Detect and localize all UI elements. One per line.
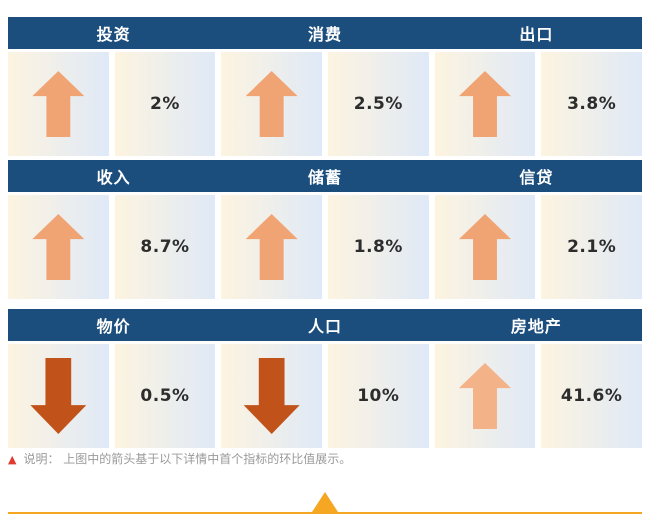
credit-value-cell: 2.1% bbox=[541, 195, 642, 299]
row-1-cells: 2% 2.5% 3.8% bbox=[8, 52, 642, 156]
realestate-value-cell: 41.6% bbox=[541, 344, 642, 448]
credit-arrow-cell bbox=[434, 195, 536, 299]
header-label-savings: 储蓄 bbox=[307, 168, 342, 187]
consumption-value: 2.5% bbox=[353, 94, 403, 114]
realestate-value: 41.6% bbox=[560, 386, 623, 406]
population-value-cell: 10% bbox=[327, 344, 429, 448]
investment-value: 2% bbox=[150, 94, 180, 114]
accent-divider-line bbox=[8, 512, 642, 514]
row-2-cells: 8.7% 1.8% 2.1% bbox=[8, 195, 642, 299]
row-3-header-bar: 物价 人口 房地产 bbox=[8, 309, 642, 341]
footnote: ▲ 说明： 上图中的箭头基于以下详情中首个指标的环比值展示。 bbox=[8, 452, 642, 467]
row-1-header-bar: 投资 消费 出口 bbox=[8, 17, 642, 49]
investment-arrow-cell bbox=[8, 52, 109, 156]
income-value-cell: 8.7% bbox=[114, 195, 216, 299]
realestate-arrow-cell bbox=[434, 344, 536, 448]
down-arrow-icon bbox=[30, 358, 87, 434]
price-value-cell: 0.5% bbox=[114, 344, 216, 448]
income-arrow-cell bbox=[8, 195, 109, 299]
up-arrow-icon bbox=[32, 71, 85, 137]
red-up-triangle-icon: ▲ bbox=[8, 453, 17, 466]
header-label-investment: 投资 bbox=[96, 25, 131, 44]
export-arrow-cell bbox=[434, 52, 536, 156]
header-label-income: 收入 bbox=[96, 168, 131, 187]
bottom-tab-indicator bbox=[0, 492, 650, 514]
header-label-consumption: 消费 bbox=[307, 25, 342, 44]
up-arrow-icon bbox=[245, 71, 298, 137]
up-arrow-icon bbox=[245, 214, 298, 280]
population-value: 10% bbox=[357, 386, 400, 406]
credit-value: 2.1% bbox=[567, 237, 617, 257]
income-value: 8.7% bbox=[140, 237, 190, 257]
population-arrow-cell bbox=[221, 344, 322, 448]
consumption-arrow-cell bbox=[221, 52, 322, 156]
indicator-board: 投资 消费 出口 2% 2.5% 3.8% 收入 储蓄 信贷 8.7% 1.8%… bbox=[8, 17, 642, 448]
indicator-row-1: 投资 消费 出口 2% 2.5% 3.8% bbox=[8, 17, 642, 156]
header-label-export: 出口 bbox=[519, 25, 554, 44]
savings-value: 1.8% bbox=[353, 237, 403, 257]
savings-value-cell: 1.8% bbox=[327, 195, 429, 299]
indicator-row-3: 物价 人口 房地产 0.5% 10% 41.6% bbox=[8, 309, 642, 448]
row-3-cells: 0.5% 10% 41.6% bbox=[8, 344, 642, 448]
up-arrow-icon bbox=[458, 214, 511, 280]
header-label-realestate: 房地产 bbox=[510, 317, 562, 336]
header-label-population: 人口 bbox=[307, 317, 342, 336]
up-arrow-icon bbox=[458, 71, 511, 137]
tab-pointer-triangle-icon bbox=[312, 492, 338, 512]
down-arrow-icon bbox=[243, 358, 300, 434]
price-value: 0.5% bbox=[140, 386, 190, 406]
price-arrow-cell bbox=[8, 344, 109, 448]
header-label-credit: 信贷 bbox=[519, 168, 554, 187]
up-arrow-icon bbox=[458, 363, 511, 429]
header-label-price: 物价 bbox=[96, 317, 131, 336]
indicator-row-2: 收入 储蓄 信贷 8.7% 1.8% 2.1% bbox=[8, 160, 642, 299]
investment-value-cell: 2% bbox=[114, 52, 216, 156]
export-value-cell: 3.8% bbox=[541, 52, 642, 156]
export-value: 3.8% bbox=[567, 94, 617, 114]
footnote-text: 说明： 上图中的箭头基于以下详情中首个指标的环比值展示。 bbox=[23, 452, 352, 466]
savings-arrow-cell bbox=[221, 195, 322, 299]
row-2-header-bar: 收入 储蓄 信贷 bbox=[8, 160, 642, 192]
up-arrow-icon bbox=[32, 214, 85, 280]
consumption-value-cell: 2.5% bbox=[327, 52, 429, 156]
